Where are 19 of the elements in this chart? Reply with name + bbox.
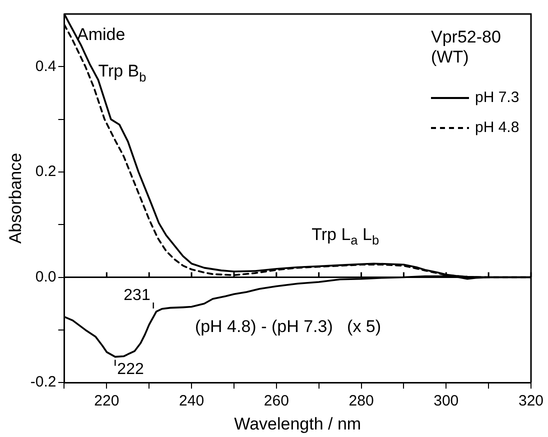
x-tick-label: 240 — [179, 392, 204, 410]
annotation: 231 — [124, 286, 150, 304]
y-tick-label: 0.4 — [35, 58, 56, 75]
x-tick-label: 220 — [94, 392, 120, 410]
x-tick-label: 280 — [348, 392, 374, 410]
text: Vpr52-80 (WT) — [431, 28, 501, 67]
legend-label: pH 4.8 — [475, 119, 520, 136]
y-tick-label: 0.2 — [35, 163, 56, 180]
annotation: Amide — [76, 24, 126, 44]
annotation: 222 — [117, 361, 144, 378]
x-tick-label: 300 — [434, 392, 459, 410]
x-axis-title: Wavelength / nm — [234, 414, 362, 434]
y-tick-label: -0.2 — [30, 374, 56, 391]
annotation: (pH 4.8) - (pH 7.3) (x 5) — [194, 316, 382, 336]
y-axis-title: Absorbance — [6, 152, 25, 244]
legend-label: pH 7.3 — [475, 89, 520, 106]
x-tick-label: 320 — [518, 392, 544, 410]
x-tick-label: 260 — [264, 392, 289, 410]
y-tick-label: 0.0 — [35, 268, 56, 286]
